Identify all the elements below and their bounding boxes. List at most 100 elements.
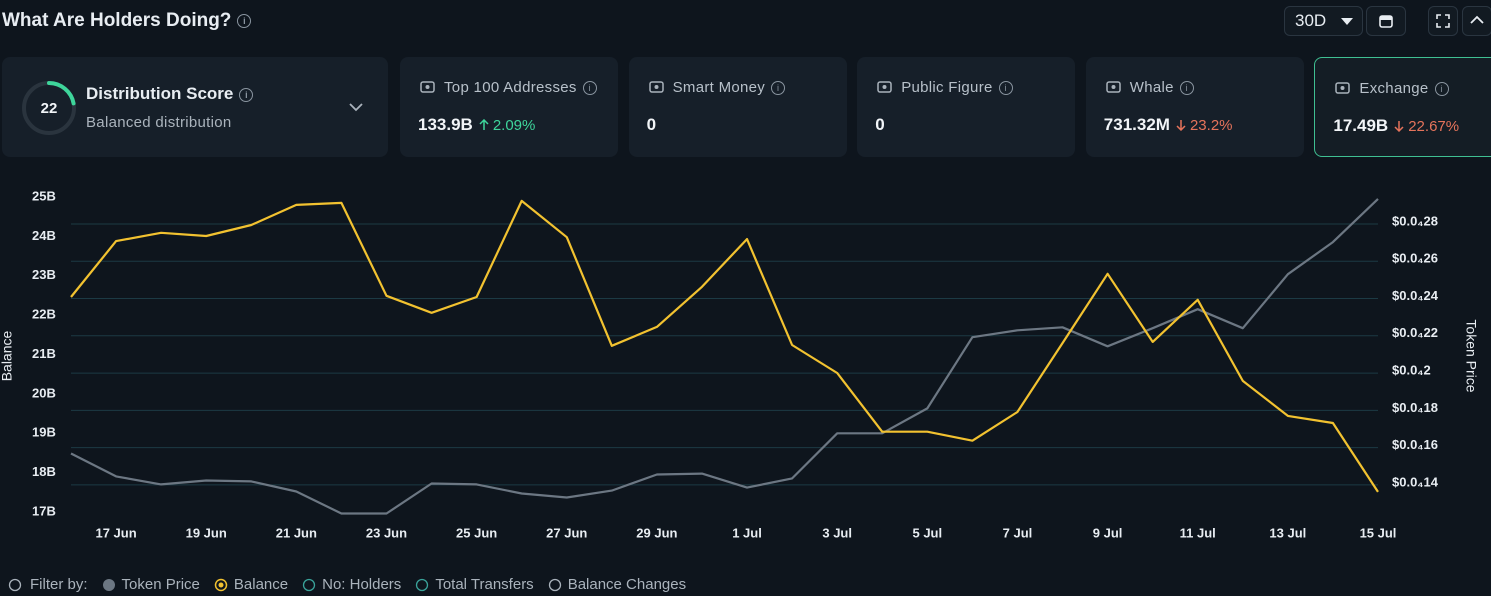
card-change: 22.67% [1394, 118, 1459, 135]
x-tick-label: 19 Jun [186, 525, 227, 540]
card-change-text: 23.2% [1189, 117, 1233, 134]
info-icon[interactable]: i [998, 81, 1013, 96]
x-tick-label: 5 Jul [912, 525, 942, 540]
stat-card[interactable]: Public Figure i 0 [857, 57, 1076, 157]
card-change: 23.2% [1176, 117, 1233, 134]
stat-card[interactable]: Whale i 731.32M 23.2% [1085, 57, 1304, 157]
y-tick-label: 23B [32, 267, 56, 282]
filter-dot [102, 578, 115, 591]
x-tick-label: 9 Jul [1093, 525, 1123, 540]
x-tick-label: 27 Jun [546, 525, 587, 540]
info-icon[interactable]: i [239, 87, 254, 102]
y2-tick-label: $0.0₄16 [1392, 437, 1438, 452]
card-icon [877, 81, 892, 93]
y-tick-label: 17B [32, 503, 56, 518]
filter-label: Filter by: [30, 576, 88, 593]
card-label-text: Top 100 Addresses [444, 79, 577, 96]
change-arrow [479, 118, 489, 130]
x-tick-label: 15 Jul [1360, 525, 1397, 540]
expand-button[interactable] [1428, 6, 1458, 36]
series-line [70, 198, 1379, 515]
y-tick-label: 21B [32, 346, 56, 361]
score-value: 22 [41, 100, 58, 117]
info-icon[interactable]: i [771, 81, 786, 96]
card-label: Top 100 Addresses i [444, 79, 597, 96]
y2-tick-label: $0.0₄26 [1392, 251, 1438, 266]
card-value: 0 [875, 115, 884, 135]
period-select[interactable]: 30D [1284, 6, 1363, 36]
x-tick-label: 23 Jun [366, 525, 407, 540]
filter-option[interactable]: Balance [200, 576, 288, 593]
info-icon[interactable]: i [582, 81, 597, 96]
info-icon[interactable]: i [237, 13, 252, 28]
card-icon [1106, 81, 1121, 93]
score-ring: 22 [22, 81, 76, 135]
y2-tick-label: $0.0₄2 [1392, 363, 1431, 378]
card-value-text: 133.9B [418, 115, 473, 134]
change-arrow [1394, 121, 1404, 133]
card-icon [420, 81, 435, 93]
calendar-button[interactable] [1366, 6, 1406, 36]
filter-option[interactable]: Token Price [88, 576, 200, 593]
filter-option[interactable]: No: Holders [288, 576, 401, 593]
x-tick-label: 13 Jul [1269, 525, 1306, 540]
card-value: 0 [647, 115, 656, 135]
x-tick-label: 25 Jun [456, 525, 497, 540]
x-tick-label: 1 Jul [732, 525, 762, 540]
period-text: 30D [1295, 11, 1327, 30]
y2-tick-label: $0.0₄22 [1392, 325, 1438, 340]
card-label-text: Public Figure [901, 79, 993, 96]
info-icon[interactable]: i [1179, 81, 1194, 96]
score-card[interactable]: 22 Distribution Score i Balanced distribu… [2, 57, 388, 157]
y2-tick-label: $0.0₄28 [1392, 213, 1438, 228]
stat-card[interactable]: Exchange i 17.49B 22.67% [1314, 57, 1491, 157]
card-label-text: Whale [1129, 79, 1174, 96]
x-tick-label: 21 Jun [276, 525, 317, 540]
card-icon [1335, 82, 1351, 94]
card-label-text: Exchange [1359, 80, 1429, 97]
title-text: What Are Holders Doing? [2, 10, 232, 31]
filter-option-label: Total Transfers [435, 576, 534, 593]
calendar-icon [1379, 15, 1393, 28]
filter-option[interactable]: Balance Changes [534, 576, 686, 593]
y-tick-label: 25B [32, 188, 56, 203]
card-value-text: 0 [646, 115, 657, 134]
info-icon[interactable]: i [1434, 82, 1449, 97]
stat-card[interactable]: Smart Money i 0 [628, 57, 847, 157]
collapse-icon [1470, 15, 1484, 24]
legend-label: Balance [233, 576, 289, 593]
card-label: Whale i [1130, 79, 1194, 96]
score-label: Distribution Score [86, 84, 234, 103]
card-change: 2.09% [479, 117, 536, 134]
card-label: Smart Money i [673, 79, 786, 96]
score-title: Distribution Score i [86, 84, 254, 104]
filter-dot [214, 578, 228, 591]
y-tick-label: 19B [32, 425, 56, 440]
y-tick-label: 20B [32, 385, 56, 400]
y2-tick-label: $0.0₄18 [1392, 400, 1438, 415]
collapse-button[interactable] [1462, 6, 1491, 36]
dropdown-arrow [1341, 18, 1353, 25]
filter-dot [302, 578, 316, 591]
card-value-text: 0 [875, 115, 885, 134]
y2-axis-title: Token Price [1463, 319, 1479, 392]
filter-option-label: No: Holders [322, 576, 402, 593]
filter-dot [416, 578, 429, 591]
filter-option[interactable]: Total Transfers [401, 576, 534, 593]
ring-arc [22, 81, 76, 135]
card-change-text: 2.09% [492, 117, 536, 134]
card-label-text: Smart Money [672, 79, 766, 96]
y2-tick-label: $0.0₄24 [1392, 288, 1439, 303]
filter-icon [8, 578, 22, 591]
stat-card[interactable]: Top 100 Addresses i 133.9B 2.09% [400, 57, 618, 157]
chevron [349, 103, 363, 112]
y2-tick-label: $0.0₄14 [1392, 474, 1439, 489]
y-tick-label: 24B [32, 228, 56, 243]
x-tick-label: 11 Jul [1180, 525, 1216, 540]
change-arrow [1176, 120, 1186, 132]
y-tick-label: 18B [32, 464, 56, 479]
filter-option-label: Balance Changes [567, 576, 687, 593]
card-label: Exchange i [1359, 80, 1449, 97]
